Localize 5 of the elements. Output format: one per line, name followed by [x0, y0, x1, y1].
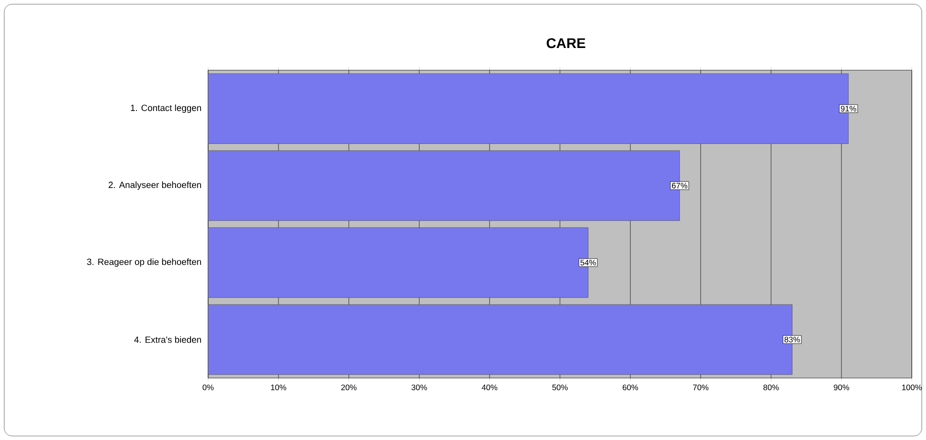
y-tick-label: 3. Reageer op die behoeften: [87, 258, 201, 267]
y-tick-label: 1. Contact leggen: [130, 104, 201, 113]
chart-title: CARE: [546, 38, 586, 48]
y-tick-label: 2. Analyseer behoeften: [108, 181, 201, 190]
y-tick-label: 4. Extra's bieden: [134, 336, 201, 343]
